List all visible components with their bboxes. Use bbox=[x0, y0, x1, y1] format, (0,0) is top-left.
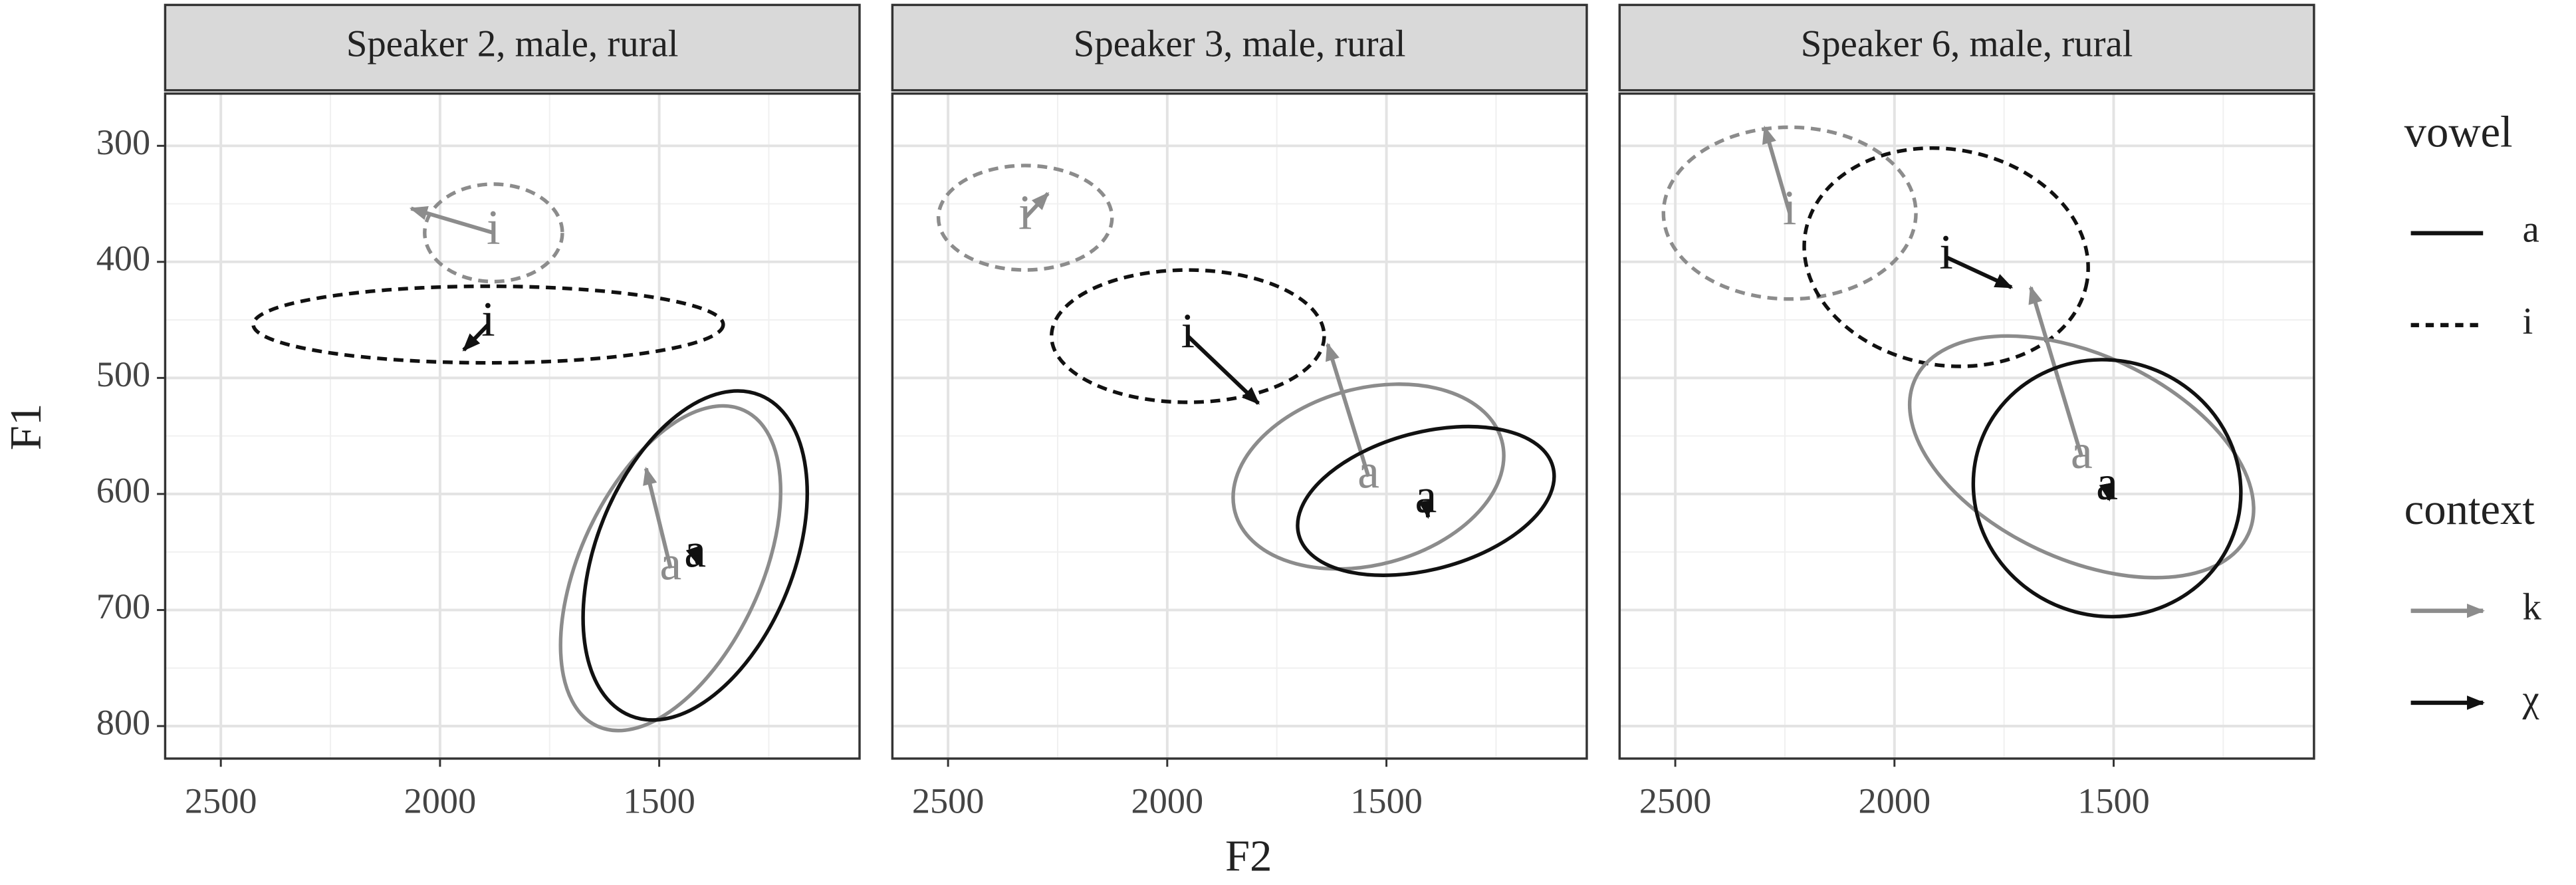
ellipse bbox=[1971, 358, 2243, 619]
vowel-label: i bbox=[481, 293, 495, 347]
arrow bbox=[409, 206, 495, 235]
ellipse bbox=[1231, 382, 1506, 571]
x-tick-label: 2500 bbox=[912, 781, 985, 821]
arrow bbox=[1024, 191, 1050, 219]
legend-title: context bbox=[2404, 485, 2535, 534]
strip bbox=[891, 3, 1588, 92]
ellipse bbox=[1296, 424, 1556, 577]
panel-border bbox=[164, 92, 861, 760]
x-tick-label: 2500 bbox=[185, 781, 257, 821]
y-axis-title: F1 bbox=[2, 404, 51, 450]
y-tick-label: 800 bbox=[96, 702, 150, 742]
arrow bbox=[643, 466, 673, 569]
vowel-label: i bbox=[1939, 225, 1953, 280]
legend-label: χ bbox=[2521, 678, 2539, 720]
arrow bbox=[1945, 255, 2014, 289]
panel-background bbox=[1619, 93, 2314, 759]
y-tick-label: 500 bbox=[96, 354, 150, 394]
x-tick-label: 1500 bbox=[1350, 781, 1423, 821]
vowel-label: i bbox=[487, 201, 501, 255]
vowel-label: a bbox=[659, 537, 681, 591]
strip-title: Speaker 6, male, rural bbox=[1801, 23, 2133, 65]
y-tick-label: 700 bbox=[96, 586, 150, 626]
x-tick-label: 2000 bbox=[404, 781, 477, 821]
strip bbox=[164, 3, 861, 92]
x-tick-label: 2000 bbox=[1858, 781, 1931, 821]
panel-border bbox=[891, 92, 1588, 760]
strip-title: Speaker 3, male, rural bbox=[1074, 23, 1406, 65]
x-axis-title: F2 bbox=[1225, 832, 1272, 880]
y-tick-label: 300 bbox=[96, 122, 150, 162]
x-tick-label: 1500 bbox=[623, 781, 695, 821]
ellipse bbox=[581, 389, 809, 722]
legend-label: i bbox=[2522, 301, 2533, 342]
arrow bbox=[685, 546, 700, 566]
x-tick-label: 2500 bbox=[1639, 781, 1712, 821]
vowel-label: i bbox=[1783, 182, 1797, 236]
strip bbox=[1618, 3, 2315, 92]
arrow bbox=[1326, 342, 1371, 477]
arrow bbox=[1762, 125, 1792, 214]
vowel-label: a bbox=[1415, 469, 1437, 523]
strip-title: Speaker 2, male, rural bbox=[346, 23, 679, 65]
vowel-label: a bbox=[2096, 456, 2118, 511]
arrow bbox=[1419, 500, 1433, 519]
ellipse bbox=[1907, 334, 2256, 580]
ellipse bbox=[423, 182, 564, 284]
ellipse bbox=[1661, 125, 1918, 301]
vowel-label: a bbox=[684, 523, 706, 578]
vowel-label: i bbox=[1018, 186, 1032, 241]
x-tick-label: 1500 bbox=[2077, 781, 2150, 821]
arrow bbox=[2099, 482, 2114, 502]
panel-border bbox=[1618, 92, 2315, 760]
vowel-label: a bbox=[2071, 425, 2093, 479]
ellipse bbox=[936, 164, 1114, 272]
legend-label: k bbox=[2522, 586, 2541, 628]
arrow bbox=[1186, 334, 1260, 405]
ellipse bbox=[558, 404, 783, 733]
arrow bbox=[462, 323, 490, 352]
ellipse bbox=[1050, 268, 1326, 404]
legend-label: a bbox=[2522, 209, 2539, 251]
y-tick-label: 600 bbox=[96, 470, 150, 510]
y-tick-label: 400 bbox=[96, 238, 150, 278]
panel-background bbox=[165, 93, 860, 759]
legend-title: vowel bbox=[2404, 108, 2513, 156]
arrow bbox=[2028, 285, 2084, 457]
panel-marks: i i aa bbox=[1661, 125, 2256, 619]
ellipse bbox=[251, 284, 725, 365]
vowel-label: i bbox=[1181, 305, 1195, 359]
x-tick-label: 2000 bbox=[1131, 781, 1204, 821]
